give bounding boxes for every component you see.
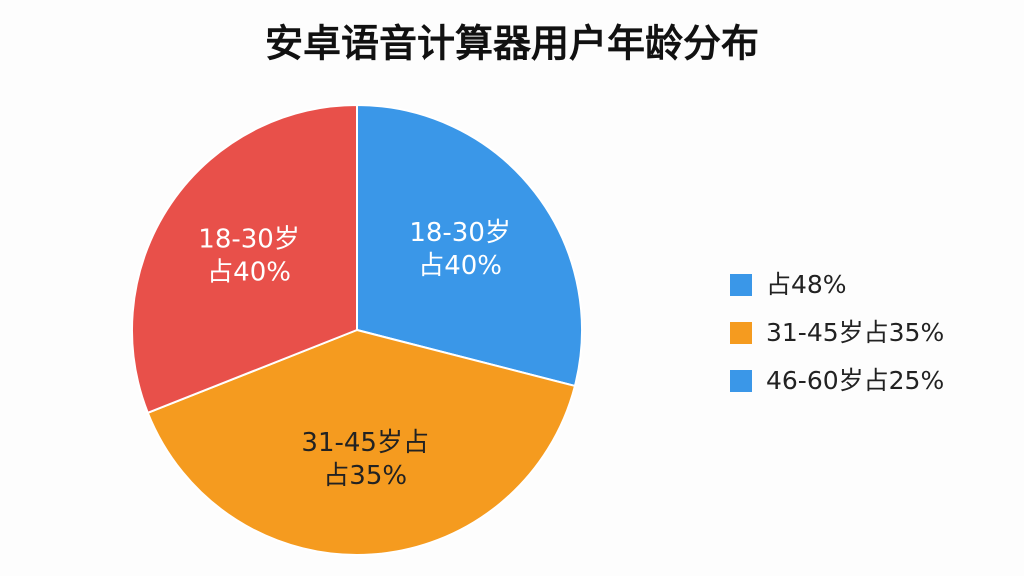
pie-slice [131, 103, 358, 415]
legend-label: 31-45岁占35% [766, 318, 944, 347]
legend-label: 占48% [766, 270, 847, 299]
slice-label: 18-30岁 [198, 225, 300, 255]
slice-label: 占40% [207, 258, 291, 288]
slice-label: 占40% [418, 251, 502, 281]
legend-swatch [730, 370, 752, 392]
chart-title: 安卓语音计算器用户年龄分布 [265, 22, 759, 66]
pie-slice [146, 328, 577, 556]
slice-label: 18-30岁 [409, 218, 511, 248]
slice-label: 占35% [323, 461, 407, 491]
legend-label: 46-60岁占25% [766, 366, 944, 395]
slice-label: 31-45岁占 [301, 428, 429, 458]
pie-slice [356, 103, 583, 388]
legend-swatch [730, 274, 752, 296]
legend-swatch [730, 322, 752, 344]
